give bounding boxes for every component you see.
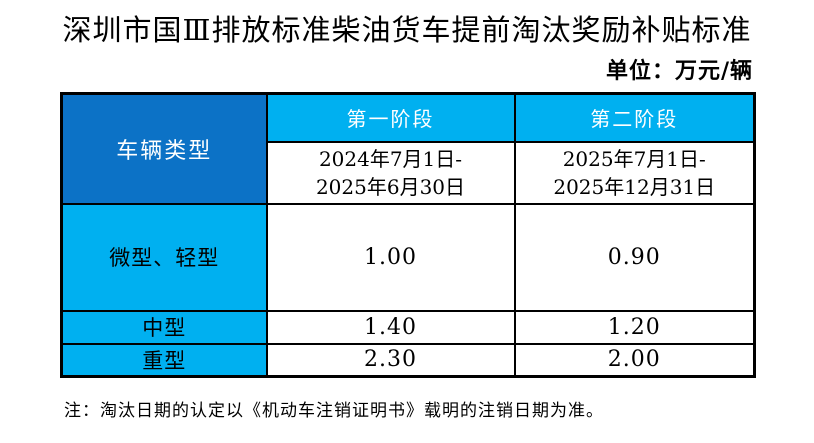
page-title: 深圳市国Ⅲ排放标准柴油货车提前淘汰奖励补贴标准 — [62, 13, 752, 47]
period-header-row: 2024年7月1日- 2025年6月30日 2025年7月1日- 2025年12… — [62, 140, 756, 205]
row-label-light: 微型、轻型 — [60, 202, 268, 312]
stage2-period-cell: 2025年7月1日- 2025年12月31日 — [513, 140, 756, 205]
value-medium-stage2: 1.20 — [513, 309, 756, 345]
stage-header-row: 车辆类型 第一阶段 第二阶段 — [60, 92, 756, 205]
vehicle-type-header-cell: 车辆类型 — [60, 92, 268, 205]
value-light-stage2: 0.90 — [513, 202, 756, 312]
row-label-heavy: 重型 — [60, 342, 268, 378]
table-row: 微型、轻型 1.00 0.90 — [60, 202, 756, 312]
subsidy-table: 车辆类型 第一阶段 第二阶段 2024年7月1日- 2025年6月30日 202… — [60, 92, 756, 378]
footnote: 注：淘汰日期的认定以《机动车注销证明书》载明的注销日期为准。 — [64, 401, 604, 421]
unit-label: 单位：万元/辆 — [605, 58, 753, 84]
value-heavy-stage1: 2.30 — [265, 342, 516, 378]
table-row: 重型 2.30 2.00 — [60, 342, 756, 378]
stage1-period-line1: 2024年7月1日- — [318, 146, 463, 171]
stage2-period-line1: 2025年7月1日- — [562, 146, 706, 171]
row-label-medium: 中型 — [60, 309, 268, 345]
stage2-period-line2: 2025年12月31日 — [553, 174, 716, 199]
value-medium-stage1: 1.40 — [265, 309, 516, 345]
value-light-stage1: 1.00 — [265, 202, 516, 312]
stage1-header-cell: 第一阶段 — [265, 92, 516, 143]
stage1-period-line2: 2025年6月30日 — [315, 174, 466, 199]
stage2-header-cell: 第二阶段 — [513, 92, 756, 143]
table-row: 中型 1.40 1.20 — [60, 309, 756, 345]
stage1-period-cell: 2024年7月1日- 2025年6月30日 — [265, 140, 516, 205]
value-heavy-stage2: 2.00 — [513, 342, 756, 378]
